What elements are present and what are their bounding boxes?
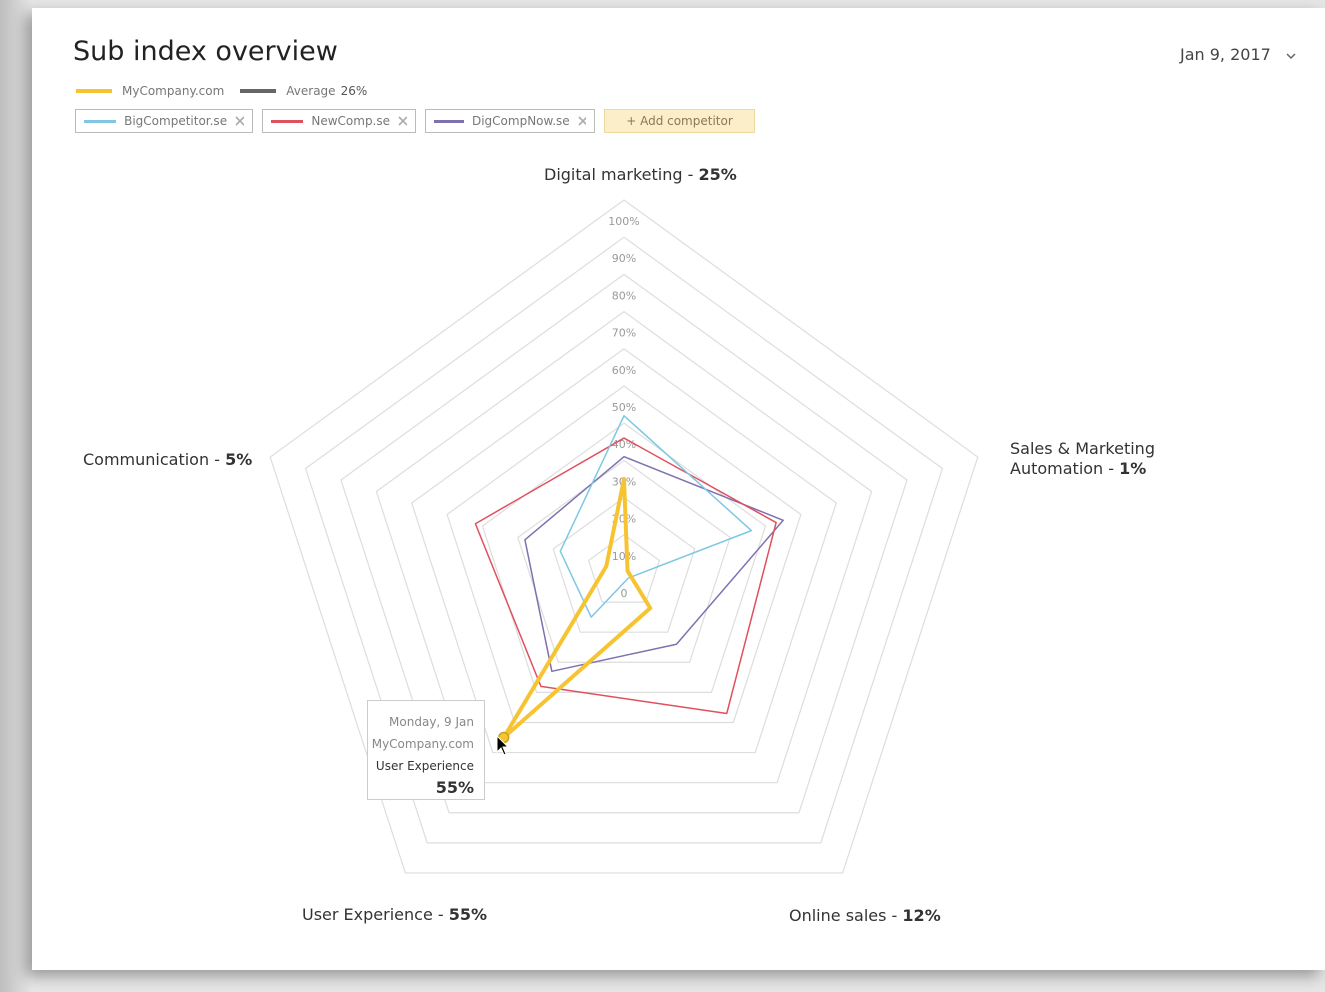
axis-label: Sales & Marketing Automation - 1% <box>1010 439 1160 479</box>
r-tick-label: 80% <box>612 289 636 302</box>
separator: - <box>1103 459 1120 478</box>
series-line <box>559 415 753 618</box>
legend-label: DigCompNow.se <box>471 114 570 128</box>
grid-ring <box>375 310 873 784</box>
legend-label: NewComp.se <box>311 114 391 128</box>
card <box>32 8 1325 970</box>
separator: - <box>886 906 903 925</box>
legend-swatch <box>434 119 464 123</box>
separator: - <box>432 905 449 924</box>
axis-name: Online sales <box>789 906 887 925</box>
r-tick-label: 90% <box>612 252 636 265</box>
date: Jan 9, 2017 <box>1180 45 1271 64</box>
legend-swatch <box>84 119 117 123</box>
series-line <box>524 455 784 673</box>
legend-row: MyCompany.com Average 26% <box>76 84 367 98</box>
chevron <box>1286 53 1296 60</box>
grid-ring <box>446 385 802 724</box>
grid-ring <box>481 422 767 693</box>
axis-value: 25% <box>698 165 737 184</box>
axis-label: User Experience - 55% <box>302 905 487 924</box>
r-tick-label: 40% <box>612 438 636 451</box>
r-tick-label: 10% <box>612 550 636 563</box>
remove-icon[interactable] <box>578 116 586 126</box>
grid-ring <box>411 348 837 754</box>
axis-name: User Experience <box>302 905 433 924</box>
button-label: + Add competitor <box>626 114 733 128</box>
axis-label: Online sales - 12% <box>789 906 941 925</box>
r-tick-label: 50% <box>612 401 636 414</box>
axis-label: Digital marketing - 25% <box>544 165 737 184</box>
series-line <box>474 437 777 715</box>
r-tick-label: 100% <box>608 215 639 228</box>
axis-name: Digital marketing <box>544 165 683 184</box>
tooltip-value: 55% <box>435 778 474 797</box>
cursor <box>496 735 510 756</box>
remove-icon[interactable] <box>398 116 407 126</box>
grid-ring <box>269 199 979 874</box>
competitor-chip[interactable]: BigCompetitor.se <box>75 109 253 133</box>
competitor-chip[interactable]: NewComp.se <box>262 109 416 133</box>
axis-value: 12% <box>902 906 941 925</box>
axis-name: Communication <box>83 450 210 469</box>
legend-value: 26% <box>340 84 368 98</box>
axis-name: Sales & Marketing Automation <box>1010 439 1155 478</box>
competitor-chip[interactable]: DigCompNow.se <box>425 109 595 133</box>
title: Sub index overview <box>73 36 338 67</box>
tooltip-date: Monday, 9 Jan <box>389 715 474 729</box>
grid-ring <box>304 236 944 844</box>
date-picker[interactable]: Jan 9, 2017 <box>1180 45 1296 64</box>
r-tick-label: 60% <box>612 364 636 377</box>
tooltip-series: MyCompany.com <box>371 737 474 751</box>
series-line <box>501 477 653 740</box>
r-tick-label: 0 <box>621 587 628 600</box>
grid-ring <box>587 534 661 603</box>
separator: - <box>682 165 699 184</box>
legend-swatch <box>76 89 112 93</box>
axis-value: 5% <box>225 450 253 469</box>
legend-swatch <box>271 119 304 123</box>
tooltip-category: User Experience <box>375 759 474 773</box>
legend-label: BigCompetitor.se <box>124 114 228 128</box>
grid-ring <box>517 459 731 663</box>
grid-ring <box>340 273 908 814</box>
legend-label: MyCompany.com <box>122 84 225 98</box>
r-tick-label: 70% <box>612 327 636 340</box>
axis-value: 1% <box>1119 459 1147 478</box>
axis-label: Communication - 5% <box>83 450 252 469</box>
remove-icon[interactable] <box>235 116 244 126</box>
legend-label: Average <box>286 84 336 98</box>
add-competitor-button[interactable]: + Add competitor <box>604 109 755 133</box>
legend-swatch <box>240 89 277 93</box>
axis-value: 55% <box>448 905 488 924</box>
separator: - <box>209 450 226 469</box>
tooltip: Monday, 9 Jan MyCompany.com User Experie… <box>367 700 485 800</box>
